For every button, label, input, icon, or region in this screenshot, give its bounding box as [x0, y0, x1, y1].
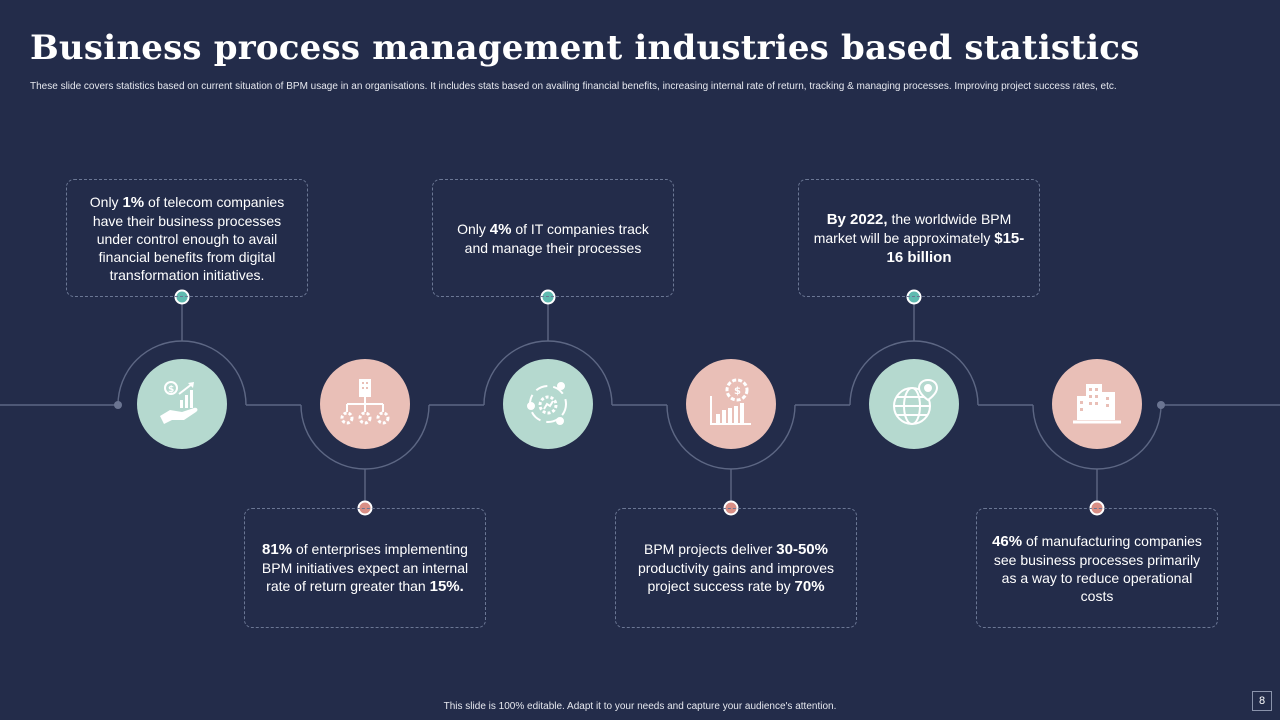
connector-dot [540, 289, 556, 305]
card-text: of enterprises implementing BPM initiati… [261, 541, 469, 594]
connector-dot [906, 289, 922, 305]
flow-start-dot [114, 401, 122, 409]
stat-card-productivity: BPM projects deliver 30-50% productivity… [615, 508, 857, 628]
process-cycle-icon [503, 359, 593, 449]
card-highlight: 15%. [429, 578, 464, 595]
card-text: of IT companies track and manage their p… [464, 220, 649, 256]
page-subtitle: These slide covers statistics based on c… [30, 81, 1117, 92]
card-highlight: 30-50% [776, 541, 828, 558]
page-title: Business process management industries b… [30, 28, 1140, 68]
card-text: the worldwide BPM market will be approxi… [813, 211, 1012, 246]
stat-card-manufacturing: 46% of manufacturing companies see busin… [976, 508, 1218, 628]
organization-hierarchy-icon [320, 359, 410, 449]
svg-text:$: $ [168, 385, 174, 395]
card-highlight: 4% [489, 220, 512, 238]
buildings-icon [1052, 359, 1142, 449]
global-location-icon [869, 359, 959, 449]
card-highlight: 1% [122, 193, 145, 211]
page-number: 8 [1252, 691, 1272, 711]
card-text: BPM projects deliver [644, 541, 777, 557]
stat-card-enterprises: 81% of enterprises implementing BPM init… [244, 508, 486, 628]
money-growth-icon: $ [137, 359, 227, 449]
card-highlight: By 2022, [826, 211, 888, 228]
card-highlight: 70% [794, 578, 825, 595]
card-highlight: 81% [262, 541, 293, 558]
connector-dot [174, 289, 190, 305]
flow-end-dot [1157, 401, 1165, 409]
stat-card-market: By 2022, the worldwide BPM market will b… [798, 179, 1040, 297]
footer-note: This slide is 100% editable. Adapt it to… [443, 701, 837, 712]
card-text: of telecom companies have their business… [92, 193, 285, 283]
card-text: Only [457, 220, 490, 237]
stat-card-telecom: Only 1% of telecom companies have their … [66, 179, 308, 297]
svg-text:$: $ [734, 386, 741, 397]
card-text: Only [89, 193, 123, 210]
card-highlight: 46% [992, 532, 1023, 550]
financial-growth-icon: $ [686, 359, 776, 449]
stat-card-it: Only 4% of IT companies track and manage… [432, 179, 674, 297]
card-highlight: $15-16 billion [886, 230, 1025, 266]
card-text: productivity gains and improves project … [637, 560, 835, 594]
card-text: of manufacturing companies see business … [993, 532, 1202, 604]
